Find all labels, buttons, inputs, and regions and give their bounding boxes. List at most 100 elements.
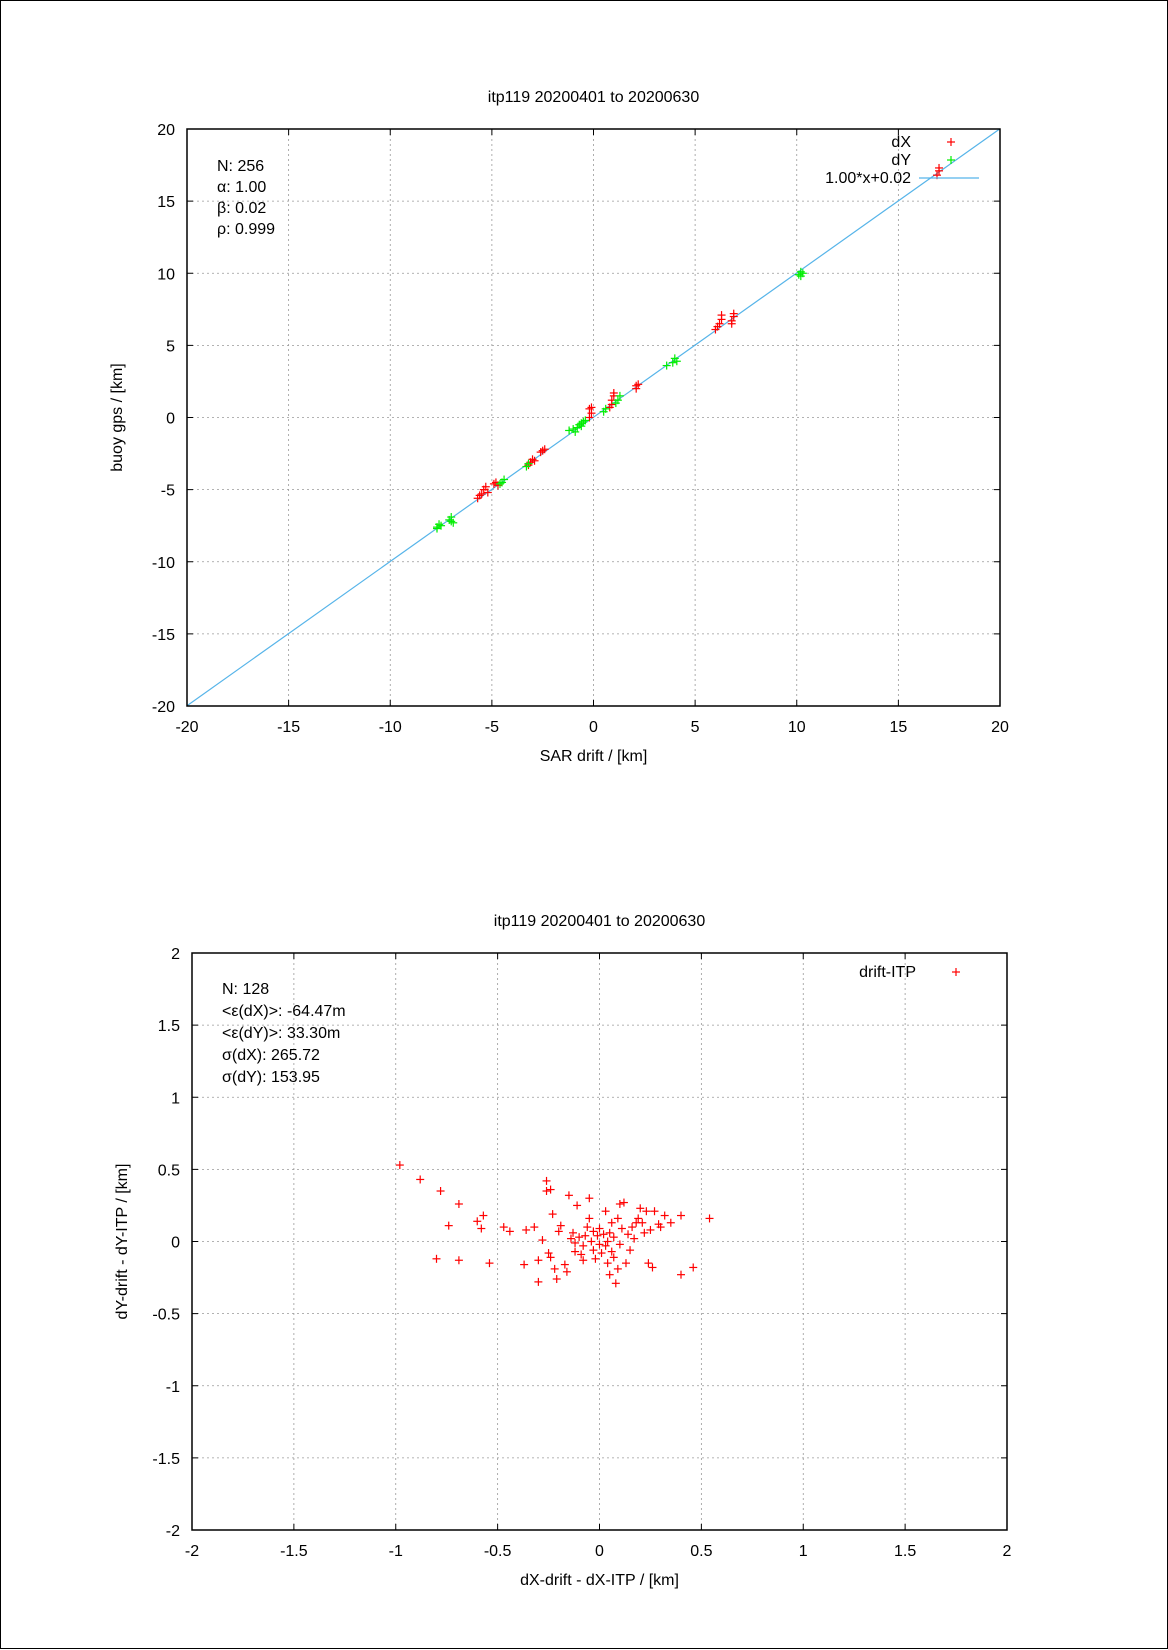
data-point-drift-itp <box>579 1241 588 1250</box>
x-tick-label: -2 <box>185 1543 199 1560</box>
y-tick-label: -1.5 <box>152 1451 180 1468</box>
data-point-drift-itp <box>477 1224 486 1233</box>
data-point-drift-itp <box>689 1263 698 1272</box>
data-point-drift-itp <box>650 1207 659 1216</box>
data-point-drift-itp <box>593 1231 602 1240</box>
data-point-drift-itp <box>705 1214 714 1223</box>
data-point-dy <box>565 426 574 435</box>
data-point-drift-itp <box>603 1259 612 1268</box>
data-point-drift-itp <box>520 1260 529 1269</box>
data-point-dx <box>585 413 594 422</box>
stat-sigma-dx: σ(dX): 265.72 <box>222 1047 320 1064</box>
data-point-drift-itp <box>601 1241 610 1250</box>
x-tick-label: -0.5 <box>484 1543 512 1560</box>
data-point-drift-itp <box>444 1221 453 1230</box>
data-point-drift-itp <box>579 1256 588 1265</box>
y-tick-label: 0.5 <box>158 1162 180 1179</box>
data-point-dx <box>717 311 726 320</box>
data-point-drift-itp <box>603 1237 612 1246</box>
data-point-drift-itp <box>573 1201 582 1210</box>
x-tick-label: 1.5 <box>894 1543 916 1560</box>
data-point-drift-itp <box>636 1204 645 1213</box>
x-axis-label: SAR drift / [km] <box>540 748 648 765</box>
data-point-dy <box>577 422 586 431</box>
chart-title: itp119 20200401 to 20200630 <box>488 89 700 106</box>
x-tick-label: 5 <box>691 719 700 736</box>
data-point-drift-itp <box>666 1218 675 1227</box>
x-tick-label: -20 <box>175 719 198 736</box>
data-point-drift-itp <box>534 1277 543 1286</box>
data-point-drift-itp <box>479 1211 488 1220</box>
data-point-drift-itp <box>589 1227 598 1236</box>
data-point-drift-itp <box>630 1234 639 1243</box>
data-point-drift-itp <box>626 1246 635 1255</box>
data-point-dx <box>634 380 643 389</box>
fit-line <box>186 128 1001 707</box>
legend-label-fit: 1.00*x+0.02 <box>825 170 911 187</box>
chart-title: itp119 20200401 to 20200630 <box>494 913 706 930</box>
data-point-drift-itp <box>646 1225 655 1234</box>
data-point-drift-itp <box>615 1240 624 1249</box>
data-point-drift-itp <box>609 1233 618 1242</box>
data-point-dy <box>672 357 681 366</box>
legend-label-drift-itp: drift-ITP <box>859 964 916 981</box>
y-tick-label: 0 <box>166 411 175 428</box>
stats-box: N: 128 <ε(dX)>: -64.47m <ε(dY)>: 33.30m … <box>222 981 346 1086</box>
tick-labels: -20 -15 -10 -5 0 5 10 15 20 -20 -15 -10 -5 0 5 10 15 20 <box>152 122 1009 736</box>
data-point-drift-itp <box>454 1199 463 1208</box>
data-point-drift-itp <box>585 1214 594 1223</box>
data-point-drift-itp <box>638 1218 647 1227</box>
data-point-dx <box>483 488 492 497</box>
data-point-drift-itp <box>416 1175 425 1184</box>
x-tick-label: -1 <box>389 1543 403 1560</box>
chart-panel-top: -20 -15 -10 -5 0 5 10 15 20 -20 -15 -10 -5 0 5 10 15 20 i… <box>0 0 1168 826</box>
data-point-drift-itp <box>607 1218 616 1227</box>
data-point-dy <box>579 417 588 426</box>
legend: drift-ITP <box>859 964 960 981</box>
stats-box: N: 256 α: 1.00 β: 0.02 ρ: 0.999 <box>217 158 275 238</box>
data-point-drift-itp <box>634 1214 643 1223</box>
scatter-chart-drift-error: -2 -1.5 -1 -0.5 0 0.5 1 1.5 2 -2 -1.5 -1 -0.5 0 0.5 1 1.… <box>114 913 1012 1589</box>
data-point-drift-itp <box>454 1256 463 1265</box>
data-point-drift-itp <box>564 1191 573 1200</box>
data-point-dy <box>668 358 677 367</box>
legend-label-dy: dY <box>891 152 911 169</box>
data-point-drift-itp <box>660 1211 669 1220</box>
data-point-drift-itp <box>677 1211 685 1220</box>
data-point-dy <box>445 515 454 524</box>
chart-panel-bottom: -2 -1.5 -1 -0.5 0 0.5 1 1.5 2 -2 -1.5 -1 -0.5 0 0.5 1 1.… <box>0 824 1168 1649</box>
y-tick-label: -5 <box>161 483 175 500</box>
data-point-dx <box>729 309 738 318</box>
data-point-dy <box>524 459 533 468</box>
data-point-drift-itp <box>585 1194 594 1203</box>
x-tick-label: 2 <box>1003 1543 1012 1560</box>
data-point-dx <box>477 489 486 498</box>
data-point-dx <box>538 446 547 455</box>
data-point-dx <box>713 322 722 331</box>
data-point-drift-itp <box>577 1250 586 1259</box>
stat-rho: ρ: 0.999 <box>217 221 275 238</box>
x-tick-label: 0 <box>589 719 598 736</box>
x-tick-label: 0 <box>595 1543 604 1560</box>
x-tick-label: 10 <box>788 719 806 736</box>
data-point-drift-itp <box>522 1225 531 1234</box>
x-tick-label: -10 <box>379 719 402 736</box>
x-tick-label: 0.5 <box>690 1543 712 1560</box>
legend-marker-dx <box>947 138 955 146</box>
data-point-drift-itp <box>599 1230 608 1239</box>
y-tick-label: 1.5 <box>158 1018 180 1035</box>
data-point-drift-itp <box>544 1249 553 1258</box>
data-point-drift-itp <box>591 1254 600 1263</box>
x-tick-label: 1 <box>799 1543 808 1560</box>
x-axis-label: dX-drift - dX-ITP / [km] <box>520 1572 679 1589</box>
y-tick-label: -10 <box>152 555 175 572</box>
data-point-drift-itp <box>605 1270 614 1279</box>
x-tick-label: -15 <box>277 719 300 736</box>
y-tick-label: 5 <box>166 338 175 355</box>
y-tick-label: 2 <box>171 946 180 963</box>
legend: dX dY 1.00*x+0.02 <box>825 134 979 187</box>
y-axis-label: buoy gps / [km] <box>109 363 126 472</box>
data-point-dx <box>632 381 641 390</box>
y-axis-label: dY-drift - dY-ITP / [km] <box>114 1164 131 1320</box>
y-tick-label: 20 <box>157 122 175 139</box>
